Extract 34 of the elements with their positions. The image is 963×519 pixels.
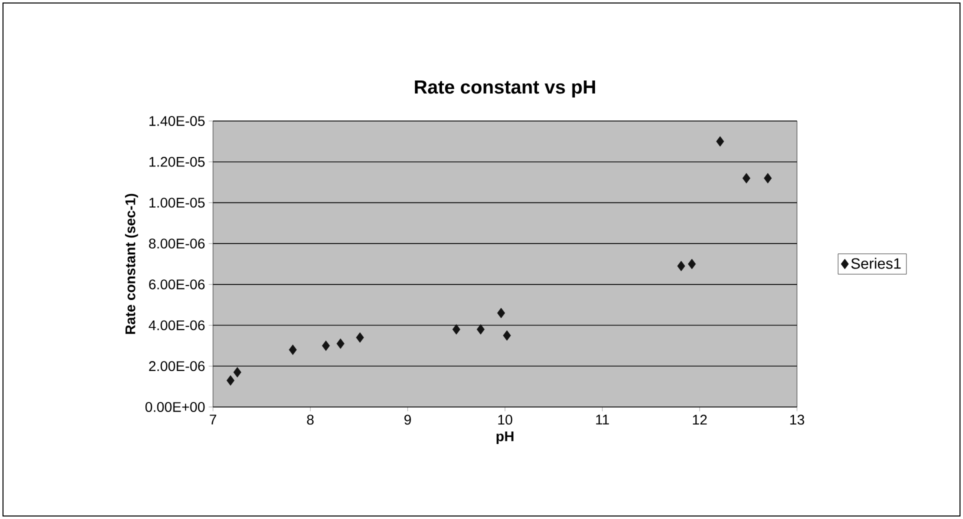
x-tick-label: 10 — [498, 414, 512, 425]
x-tick-label: 13 — [790, 414, 804, 425]
point — [322, 340, 330, 351]
x-tick-label: 8 — [307, 414, 314, 425]
point — [356, 332, 364, 343]
y-tick-label: 0.00E+00 — [145, 402, 205, 412]
x-tick-label: 12 — [692, 414, 707, 425]
y-tick-label: 1.20E-05 — [149, 156, 205, 167]
y-tick-label: 6.00E-06 — [149, 279, 205, 290]
point — [233, 367, 242, 378]
point — [688, 258, 696, 270]
legend-label: Series1 — [851, 258, 901, 269]
y-axis-title: Rate constant (sec-1) — [125, 194, 138, 334]
x-axis-title: pH — [496, 432, 514, 444]
point — [497, 308, 506, 318]
x-tick-label: 9 — [404, 414, 411, 425]
x-tick-label: 7 — [210, 414, 216, 424]
point — [452, 324, 460, 335]
point — [503, 330, 511, 341]
y-tick-label: 1.00E-05 — [149, 198, 205, 208]
y-tick-label: 1.40E-05 — [149, 116, 205, 126]
point — [336, 338, 344, 349]
y-tick-label: 4.00E-06 — [148, 320, 205, 330]
point — [677, 260, 686, 272]
point — [764, 172, 772, 184]
point — [226, 375, 234, 386]
point — [716, 136, 724, 147]
point — [476, 324, 485, 335]
point — [288, 344, 297, 355]
y-tick-label: 2.00E-06 — [149, 361, 205, 372]
x-tick-label: 11 — [596, 414, 609, 424]
y-tick-label: 8.00E-06 — [149, 238, 205, 249]
chart-title: Rate constant vs pH — [414, 80, 596, 98]
point — [742, 172, 750, 184]
